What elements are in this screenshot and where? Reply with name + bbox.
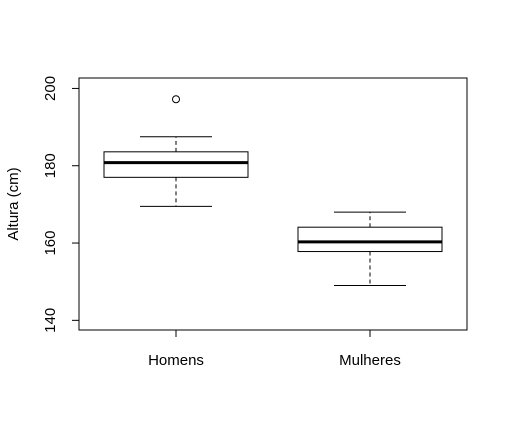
x-axis: Homens Mulheres <box>148 330 401 369</box>
box-series <box>103 95 443 287</box>
outlier-point <box>172 95 180 104</box>
iqr-box <box>103 151 249 178</box>
box-homens <box>103 95 249 207</box>
x-tick-label: Homens <box>148 352 204 369</box>
x-tick-label: Mulheres <box>339 352 401 369</box>
plot-frame <box>78 77 468 331</box>
y-tick-label: 160 <box>42 231 59 256</box>
y-axis-title: Altura (cm) <box>5 167 22 240</box>
y-tick-label: 180 <box>42 153 59 178</box>
y-tick-label: 140 <box>42 308 59 333</box>
y-axis: 140 160 180 200 <box>42 76 80 333</box>
iqr-box <box>297 226 443 253</box>
y-tick-label: 200 <box>42 76 59 101</box>
box-mulheres <box>297 211 443 287</box>
